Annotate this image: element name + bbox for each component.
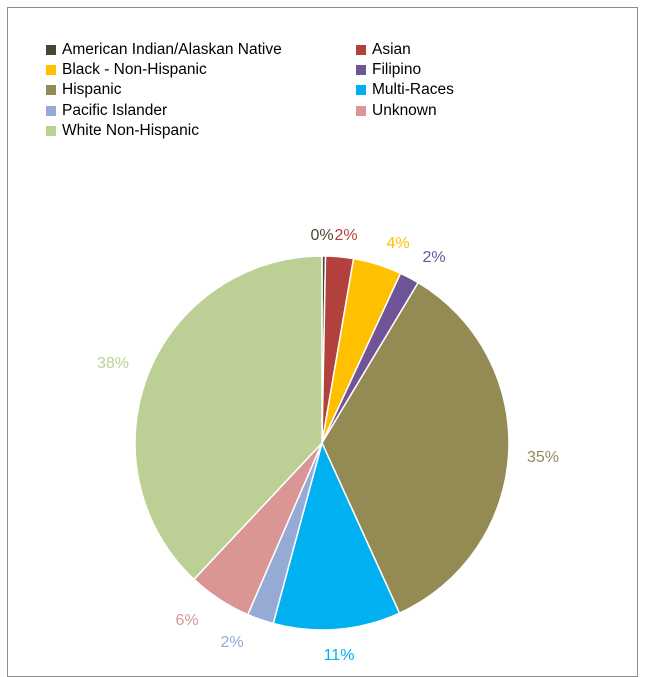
legend-label: Multi-Races [372, 81, 454, 99]
slice-percent-label: 38% [97, 355, 129, 372]
slice-percent-label: 2% [422, 249, 445, 266]
legend-label: American Indian/Alaskan Native [62, 41, 282, 58]
legend-label: White Non-Hispanic [62, 121, 199, 139]
slice-percent-label: 6% [175, 612, 198, 629]
pie-slice [272, 440, 401, 631]
legend-swatch [46, 45, 56, 55]
legend-swatch [356, 65, 366, 76]
legend-item: Multi-Races [356, 81, 454, 99]
pie-slice [134, 255, 323, 581]
slice-percent-label: 11% [324, 647, 355, 664]
legend-item: Filipino [356, 61, 421, 79]
legend-swatch [46, 65, 56, 76]
pie-slice [321, 281, 510, 615]
legend-label: Unknown [372, 101, 437, 119]
slice-percent-label: 2% [220, 634, 243, 651]
legend-swatch [356, 105, 366, 116]
slice-percent-label: 0% [310, 227, 333, 244]
legend-item: Pacific Islander [46, 102, 167, 120]
legend-swatch [46, 125, 56, 136]
legend-label: Pacific Islander [62, 101, 168, 119]
legend-swatch [356, 45, 366, 55]
legend-swatch [356, 85, 366, 96]
legend-label: Hispanic [62, 81, 122, 99]
legend-label: Black - Non-Hispanic [62, 61, 207, 79]
legend-item: Asian [356, 41, 411, 59]
legend-item: Hispanic [46, 81, 121, 99]
legend-item: Unknown [356, 102, 437, 120]
legend-item: Black - Non-Hispanic [46, 61, 207, 79]
legend-swatch [46, 105, 56, 116]
slice-percent-label: 4% [386, 235, 409, 252]
legend-label: Filipino [372, 61, 422, 79]
legend-item: American Indian/Alaskan Native [46, 41, 282, 59]
slice-percent-label: 2% [334, 227, 357, 244]
slice-percent-label: 35% [527, 449, 559, 466]
legend-label: Asian [372, 41, 411, 58]
legend-swatch [46, 85, 56, 96]
legend-item: White Non-Hispanic [46, 122, 199, 140]
